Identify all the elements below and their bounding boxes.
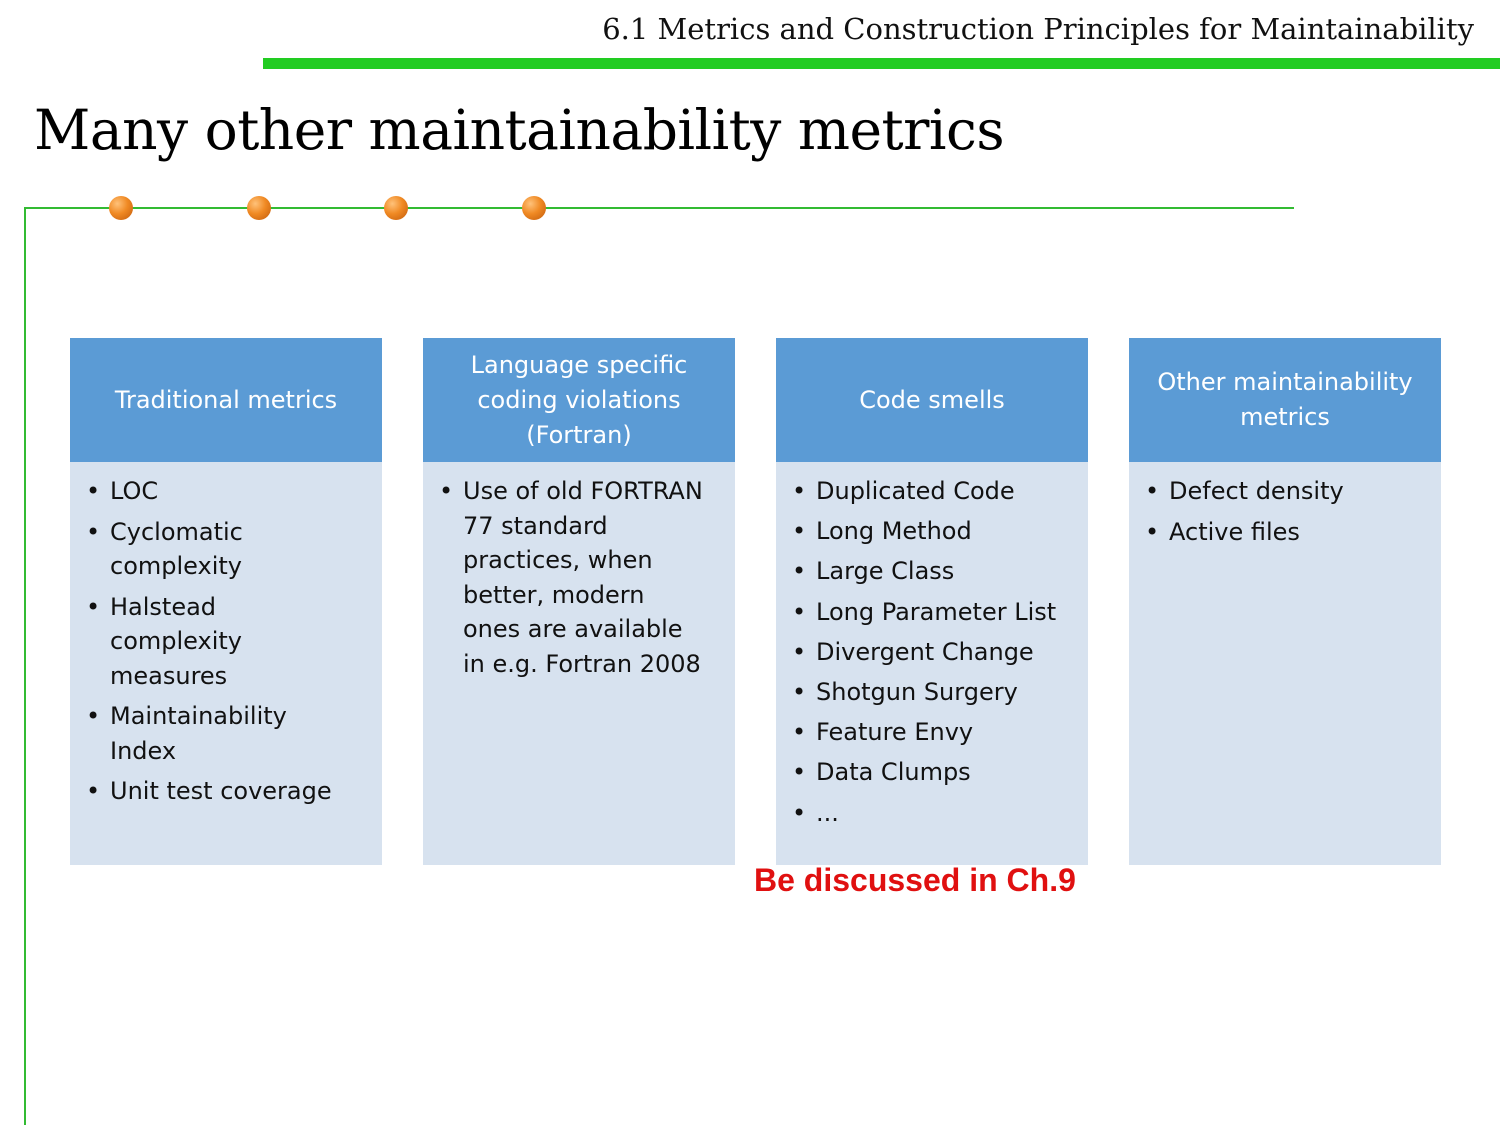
card-heading: Traditional metrics <box>70 338 382 462</box>
list-item: ... <box>792 796 1076 831</box>
list-item: Long Method <box>792 514 1076 549</box>
list-item: Long Parameter List <box>792 595 1076 630</box>
decorative-dot <box>247 196 271 220</box>
list-item: Divergent Change <box>792 635 1076 670</box>
decorative-dot <box>522 196 546 220</box>
list-item: Cyclomatic complexity <box>86 515 260 584</box>
slide-title: Many other maintainability metrics <box>34 98 1005 162</box>
vertical-rule <box>24 207 26 1125</box>
card-heading-line: (Fortran) <box>526 420 632 449</box>
card-heading: Code smells <box>776 338 1088 462</box>
card-list: Use of old FORTRAN 77 standard practices… <box>423 462 735 681</box>
card-code-smells: Code smells Duplicated Code Long Method … <box>776 338 1088 865</box>
card-other-metrics: Other maintainability metrics Defect den… <box>1129 338 1441 865</box>
list-item: Active files <box>1145 515 1429 550</box>
card-heading-line: metrics <box>1240 403 1330 431</box>
card-heading: Language specific coding violations (For… <box>423 338 735 462</box>
card-heading: Other maintainability metrics <box>1129 338 1441 462</box>
card-heading-line: Other maintainability <box>1157 368 1413 396</box>
list-item: Maintainability Index <box>86 699 310 768</box>
card-traditional-metrics: Traditional metrics LOC Cyclomatic compl… <box>70 338 382 865</box>
card-heading-line: coding violations <box>477 385 681 414</box>
list-item: LOC <box>86 474 370 509</box>
card-list: Duplicated Code Long Method Large Class … <box>776 462 1088 830</box>
list-item: Unit test coverage <box>86 774 370 809</box>
chapter-note: Be discussed in Ch.9 <box>754 862 1076 898</box>
list-item: Defect density <box>1145 474 1429 509</box>
list-item: Data Clumps <box>792 755 1076 790</box>
list-item: Duplicated Code <box>792 474 1076 509</box>
decorative-dot <box>109 196 133 220</box>
card-language-specific: Language specific coding violations (For… <box>423 338 735 865</box>
list-item: Feature Envy <box>792 715 1076 750</box>
card-list: Defect density Active files <box>1129 462 1441 549</box>
card-heading-line: Traditional metrics <box>114 385 338 414</box>
card-heading-line: Code smells <box>859 385 1005 414</box>
list-item: Use of old FORTRAN 77 standard practices… <box>439 474 705 681</box>
section-title: 6.1 Metrics and Construction Principles … <box>602 12 1474 46</box>
header-accent-bar <box>263 58 1500 69</box>
card-heading-line: Language specific <box>470 350 688 379</box>
list-item: Halstead complexity measures <box>86 590 260 694</box>
list-item: Shotgun Surgery <box>792 675 1076 710</box>
card-list: LOC Cyclomatic complexity Halstead compl… <box>70 462 382 809</box>
list-item: Large Class <box>792 554 1076 589</box>
decorative-dot <box>384 196 408 220</box>
horizontal-rule <box>24 207 1294 209</box>
